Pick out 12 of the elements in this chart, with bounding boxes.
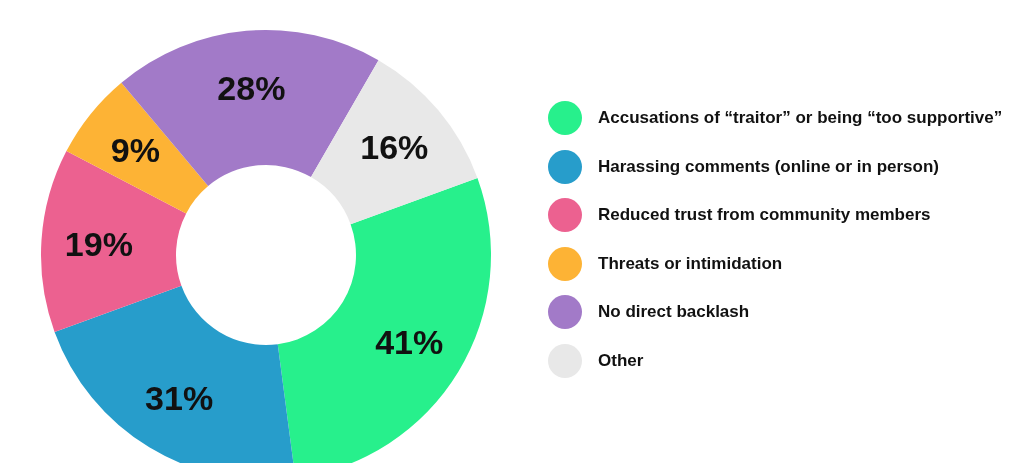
data-label: 41% — [375, 322, 444, 361]
data-label: 9% — [110, 131, 160, 170]
legend-label: Other — [598, 350, 644, 371]
legend-label: Accusations of “traitor” or being “too supportive” — [598, 108, 1003, 129]
legend-label: Threats or intimidation — [598, 253, 783, 274]
legend-label: Harassing comments (online or in person) — [598, 156, 940, 177]
data-label: 19% — [64, 225, 133, 264]
data-label: 16% — [360, 128, 429, 167]
legend-label: No direct backlash — [598, 302, 750, 323]
data-label: 28% — [217, 69, 286, 108]
data-label: 31% — [145, 379, 214, 418]
legend-label: Reduced trust from community members — [598, 205, 931, 226]
